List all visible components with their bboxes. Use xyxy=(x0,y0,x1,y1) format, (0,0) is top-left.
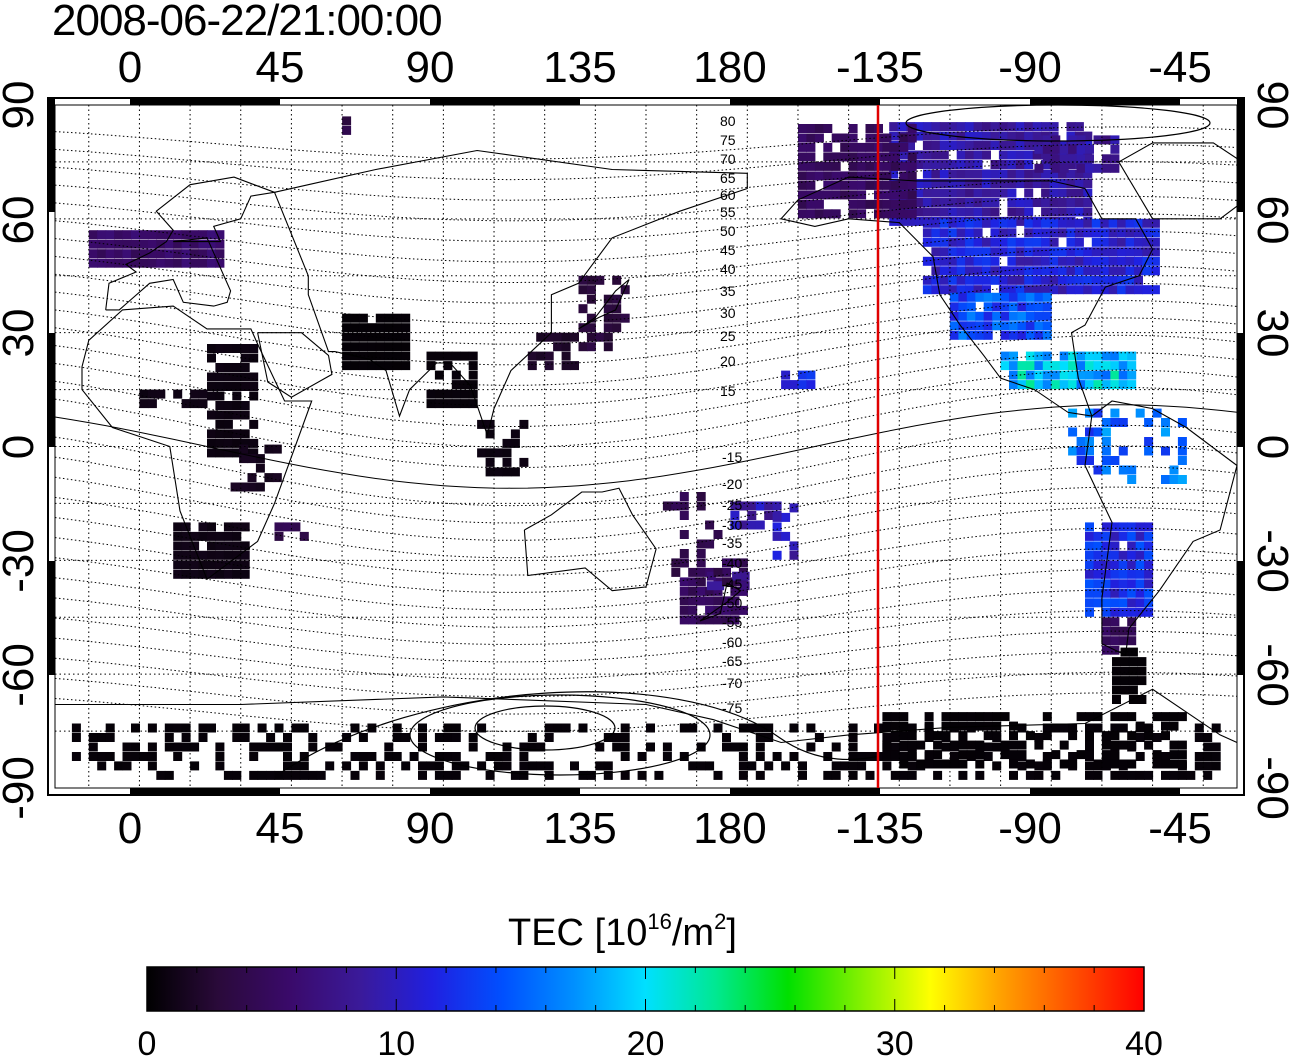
lat-tick-right: -90 xyxy=(1248,756,1292,820)
lon-tick-bottom: 0 xyxy=(118,804,142,853)
lon-tick-top: -90 xyxy=(998,43,1062,92)
page-title: 2008-06-22/21:00:00 xyxy=(52,0,443,45)
lat-tick-right: 60 xyxy=(1248,196,1292,245)
contour-label: 55 xyxy=(720,204,736,220)
magnetic-latitude-contours xyxy=(54,104,1238,776)
lat-tick-right: 90 xyxy=(1248,81,1292,130)
contour-label: -75 xyxy=(722,700,742,716)
lon-tick-top: -135 xyxy=(836,43,924,92)
lat-tick-left: -60 xyxy=(0,643,43,707)
lon-tick-top: -45 xyxy=(1148,43,1212,92)
lat-tick-left: 30 xyxy=(0,309,43,358)
lon-tick-bottom: 45 xyxy=(256,804,305,853)
colorbar-tick-label: 20 xyxy=(627,1025,665,1057)
lat-tick-right: -60 xyxy=(1248,643,1292,707)
lat-tick-right: -30 xyxy=(1248,529,1292,593)
contour-label: -50 xyxy=(722,595,742,611)
coastline-layer xyxy=(55,142,1244,744)
colorbar-tick-label: 40 xyxy=(1125,1025,1163,1057)
contour-label: -60 xyxy=(722,634,742,650)
frame-tick-bars xyxy=(48,98,1244,795)
lon-tick-top: 135 xyxy=(543,43,616,92)
contour-label: 25 xyxy=(720,328,736,344)
lat-tick-left: -90 xyxy=(0,756,43,820)
contour-label: 15 xyxy=(720,383,736,399)
contour-label: -40 xyxy=(722,555,742,571)
contour-label: 80 xyxy=(720,113,736,129)
colorbar-title: TEC [1016/m2] xyxy=(508,909,737,954)
lon-tick-bottom: -45 xyxy=(1148,804,1212,853)
contour-label: -20 xyxy=(722,476,742,492)
lon-tick-top: 0 xyxy=(118,43,142,92)
contour-label: 45 xyxy=(720,242,736,258)
colorbar-tick-label: 10 xyxy=(377,1025,415,1057)
lon-tick-bottom: 90 xyxy=(406,804,455,853)
contour-label: -15 xyxy=(722,449,742,465)
lat-tick-right: 30 xyxy=(1248,309,1292,358)
contour-label: -30 xyxy=(722,517,742,533)
lat-tick-left: -30 xyxy=(0,529,43,593)
contour-label: 30 xyxy=(720,305,736,321)
contour-label: 70 xyxy=(720,151,736,167)
lon-tick-bottom: -90 xyxy=(998,804,1062,853)
lat-tick-left: 0 xyxy=(0,435,43,459)
axis-labels: 0 45 90 135 180 -135 -90 -450 45 90 135 180 -135 -90-… xyxy=(0,43,1292,853)
contour-label: 75 xyxy=(720,132,736,148)
contour-label: 20 xyxy=(720,353,736,369)
contour-label: -65 xyxy=(722,653,742,669)
lon-tick-bottom: 135 xyxy=(543,804,616,853)
lon-tick-top: 180 xyxy=(693,43,766,92)
lon-tick-top: 90 xyxy=(406,43,455,92)
contour-label: 50 xyxy=(720,223,736,239)
lon-tick-bottom: 180 xyxy=(693,804,766,853)
contour-label: 35 xyxy=(720,283,736,299)
colorbar-tick-label: 30 xyxy=(876,1025,914,1057)
lat-tick-left: 90 xyxy=(0,81,43,130)
lon-tick-bottom: -135 xyxy=(836,804,924,853)
contour-label: -25 xyxy=(722,497,742,513)
contour-label: 60 xyxy=(720,187,736,203)
lat-tick-left: 60 xyxy=(0,196,43,245)
lat-tick-right: 0 xyxy=(1248,435,1292,459)
contour-label: 40 xyxy=(720,261,736,277)
contour-label: -45 xyxy=(722,576,742,592)
lon-tick-top: 45 xyxy=(256,43,305,92)
tec-data-layer xyxy=(71,116,1221,780)
contour-label: -70 xyxy=(722,675,742,691)
contour-label: -35 xyxy=(722,535,742,551)
graticule-layer xyxy=(55,105,1237,788)
colorbar-ticks: 0 10 20 30 40 xyxy=(138,967,1163,1057)
colorbar-tick-label: 0 xyxy=(138,1025,157,1057)
contour-label: -55 xyxy=(722,614,742,630)
contour-label: 65 xyxy=(720,170,736,186)
